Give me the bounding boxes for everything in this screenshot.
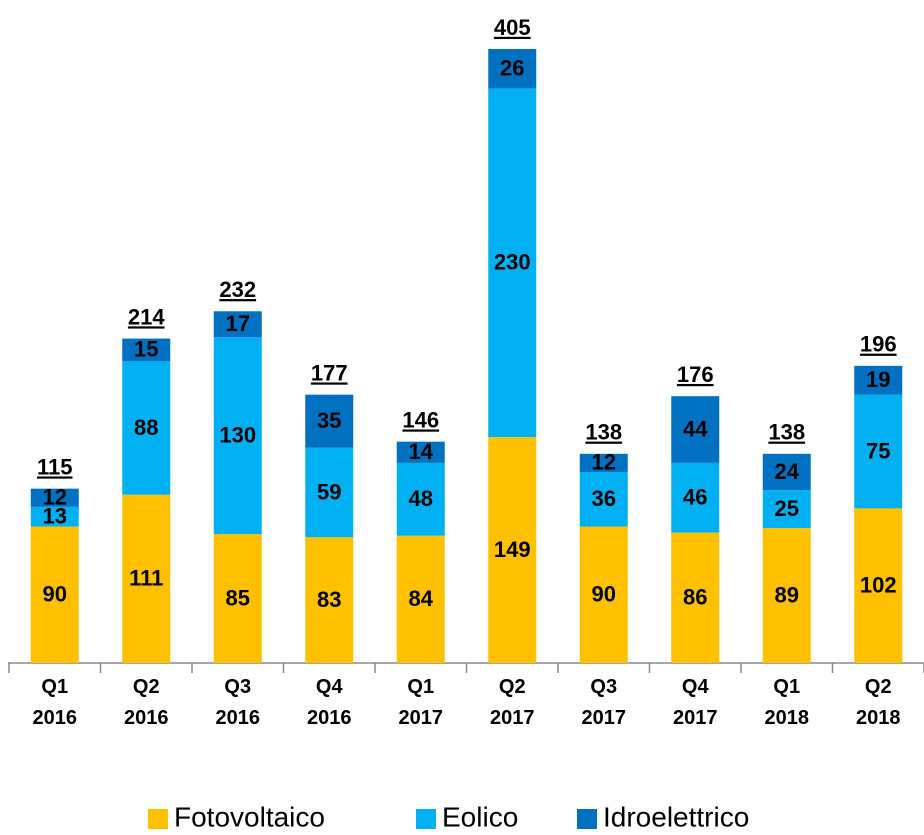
x-tick-label: Q2 2016 (124, 676, 169, 729)
value-label: 75 (866, 438, 890, 463)
value-label: 24 (775, 459, 800, 484)
value-label: 59 (317, 479, 341, 504)
total-label: 115 (37, 454, 73, 479)
value-label: 15 (134, 337, 158, 362)
bar-segment (488, 88, 537, 438)
value-label: 14 (409, 439, 434, 464)
value-label: 26 (500, 56, 524, 81)
value-label: 12 (592, 450, 616, 475)
x-tick-label: Q3 2016 (216, 676, 261, 729)
bar-segment (762, 453, 811, 491)
value-label: 230 (494, 250, 531, 275)
legend-swatch (577, 809, 597, 829)
bar-segment (30, 526, 79, 663)
bar-segment (213, 311, 262, 338)
value-label: 36 (592, 486, 616, 511)
x-tick-label: Q3 2017 (582, 676, 627, 729)
value-label: 90 (592, 582, 616, 607)
bar-segment (854, 394, 903, 509)
bar-segment (396, 441, 445, 463)
bar-segment (122, 494, 171, 663)
total-label: 138 (585, 420, 622, 445)
value-label: 83 (317, 587, 341, 612)
bar-segment (213, 534, 262, 663)
bar-segment (305, 447, 354, 538)
value-label: 19 (866, 367, 890, 392)
bar-segment (122, 338, 171, 362)
bar-segment (854, 508, 903, 663)
value-label: 88 (134, 415, 158, 440)
value-label: 86 (683, 585, 707, 610)
value-label: 46 (683, 485, 707, 510)
value-label: 102 (860, 572, 897, 597)
x-tick-label: Q4 2016 (307, 676, 352, 729)
value-label: 111 (129, 566, 163, 591)
value-label: 44 (683, 416, 708, 441)
bar-segment (305, 537, 354, 663)
bar-segment (762, 490, 811, 529)
bar-segment (305, 394, 354, 448)
bar-segment (762, 528, 811, 663)
bar-segment (579, 453, 628, 472)
value-label: 85 (226, 585, 250, 610)
total-label: 405 (494, 15, 531, 40)
legend-label: Fotovoltaico (174, 801, 325, 832)
value-label: 12 (43, 485, 67, 510)
x-tick-label: Q2 2018 (856, 676, 901, 729)
total-label: 138 (768, 420, 805, 445)
bar-segment (488, 49, 537, 89)
total-label: 176 (677, 362, 714, 387)
x-tick-label: Q1 2018 (765, 676, 810, 729)
x-tick-label: Q1 2016 (33, 676, 78, 729)
value-label: 149 (494, 537, 531, 562)
value-label: 48 (409, 486, 433, 511)
total-label: 232 (219, 277, 256, 302)
bar-segment (579, 471, 628, 527)
value-label: 130 (219, 422, 256, 447)
total-label: 196 (860, 332, 897, 357)
bar-segment (213, 337, 262, 535)
legend-label: Eolico (442, 801, 518, 832)
x-tick-label: Q2 2017 (490, 676, 535, 729)
total-label: 214 (128, 304, 165, 329)
value-label: 17 (226, 311, 250, 336)
bar-segment (671, 462, 720, 533)
value-label: 90 (43, 582, 67, 607)
legend-swatch (416, 809, 436, 829)
total-label: 177 (311, 360, 348, 385)
legend-label: Idroelettrico (603, 801, 749, 832)
bar-segment (30, 506, 79, 527)
bar-segment (488, 437, 537, 663)
bar-segment (671, 532, 720, 663)
bar-segment (396, 535, 445, 663)
value-label: 84 (409, 586, 434, 611)
bar-segment (671, 396, 720, 463)
legend-swatch (148, 809, 168, 829)
value-label: 89 (775, 582, 799, 607)
value-label: 25 (775, 496, 799, 521)
total-label: 146 (402, 407, 439, 432)
bar-segment (854, 365, 903, 395)
bar-segment (396, 462, 445, 536)
x-tick-label: Q4 2017 (673, 676, 718, 729)
value-label: 35 (317, 408, 341, 433)
x-tick-label: Q1 2017 (399, 676, 444, 729)
bar-segment (579, 526, 628, 663)
bar-segment (122, 361, 171, 495)
bar-segment (30, 488, 79, 507)
value-label: 13 (43, 504, 67, 529)
